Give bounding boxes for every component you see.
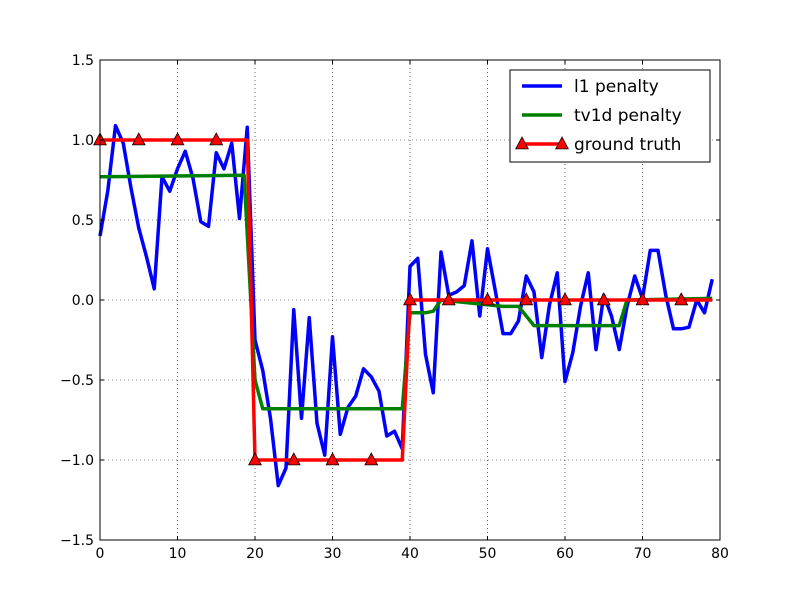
series-marker-ground-truth xyxy=(674,292,689,306)
legend-marker-ground-truth xyxy=(515,136,529,150)
series-marker-ground-truth xyxy=(131,132,146,146)
y-tick-label: −1.0 xyxy=(60,453,94,469)
series-marker-ground-truth xyxy=(635,292,650,306)
x-tick-label: 10 xyxy=(169,546,187,562)
y-tick-label: −1.5 xyxy=(60,533,94,549)
series-marker-ground-truth xyxy=(364,452,379,466)
series-marker-ground-truth xyxy=(170,132,185,146)
y-tick-label: −0.5 xyxy=(60,373,94,389)
series-marker-ground-truth xyxy=(286,452,301,466)
plot-lines xyxy=(93,123,714,488)
series-marker-ground-truth xyxy=(325,452,340,466)
x-tick-label: 50 xyxy=(479,546,497,562)
legend: l1 penalty tv1d penalty ground truth xyxy=(509,69,711,163)
series-marker-ground-truth xyxy=(558,292,572,306)
x-tick-label: 40 xyxy=(401,546,419,562)
x-tick-label: 0 xyxy=(96,546,105,562)
legend-label-l1-penalty: l1 penalty xyxy=(574,77,659,97)
y-tick-label: 1.5 xyxy=(72,53,94,69)
x-tick-label: 80 xyxy=(711,546,729,562)
legend-label-tv1d-penalty: tv1d penalty xyxy=(574,106,682,126)
axis-tick-labels: 0 10 20 30 40 50 60 70 80 1.5 1.0 0.5 0.0 −0.5 −1.0 −1.… xyxy=(60,53,729,562)
series-marker-ground-truth xyxy=(209,132,224,146)
x-tick-label: 60 xyxy=(556,546,574,562)
y-tick-label: 1.0 xyxy=(72,133,94,149)
series-marker-ground-truth xyxy=(403,292,417,306)
series-marker-ground-truth xyxy=(596,292,611,306)
y-tick-label: 0.0 xyxy=(72,293,94,309)
legend-label-ground-truth: ground truth xyxy=(574,135,681,155)
x-tick-label: 30 xyxy=(324,546,342,562)
x-tick-label: 20 xyxy=(246,546,264,562)
axis-ticks xyxy=(99,59,721,541)
series-marker-ground-truth xyxy=(441,292,456,306)
y-tick-label: 0.5 xyxy=(72,213,94,229)
series-marker-ground-truth xyxy=(519,292,534,306)
legend-marker-ground-truth xyxy=(555,136,569,150)
series-marker-ground-truth xyxy=(248,452,262,466)
series-marker-ground-truth xyxy=(480,292,495,306)
x-tick-label: 70 xyxy=(634,546,652,562)
